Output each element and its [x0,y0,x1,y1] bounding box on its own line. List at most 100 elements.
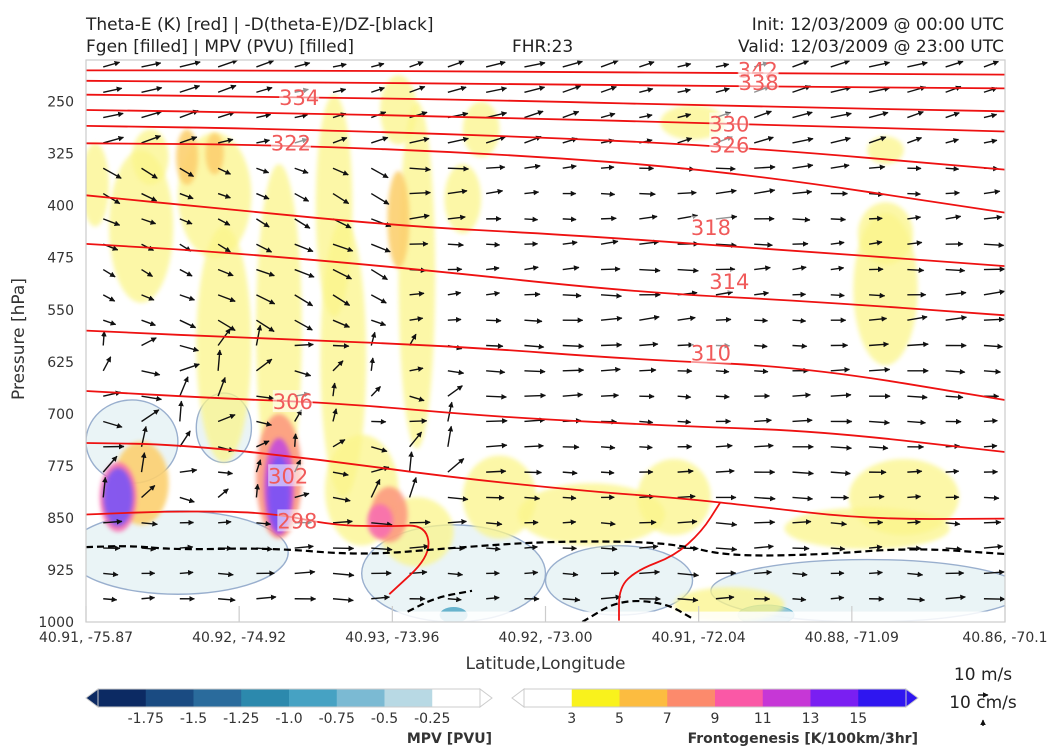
mpv-colorbar-end-cap [479,688,493,708]
wind-arrow [792,60,810,68]
fgen-blob [86,143,109,227]
wind-arrow [294,370,312,377]
wind-arrow [141,135,162,144]
wind-arrow [524,110,544,119]
wind-arrow [600,85,617,93]
wind-arrow [983,60,999,68]
fgen-colorbar-segment [619,689,668,707]
wind-arrow [447,571,464,578]
wind-arrow [141,546,157,552]
wind-arrow [217,319,236,332]
mpv-colorbar-tick: -1.0 [275,711,302,727]
x-tick-label: 40.92, -74.92 [192,630,286,646]
wind-arrow [332,597,354,603]
y-tick-label: 700 [47,407,74,423]
mpv-colorbar-segment [432,689,481,707]
wind-arrow [256,420,273,427]
wind-arrow [524,495,541,502]
wind-arrow [792,317,807,324]
wind-arrow [754,569,773,576]
wind-arrow [102,268,116,278]
wind-arrow [600,164,615,171]
wind-arrow [715,87,730,93]
wind-arrow [524,85,546,93]
wind-arrow [983,569,1005,576]
chart-title-line1: Theta-E (K) [red] | -D(theta-E)/DZ-[blac… [86,15,434,35]
fgen-colorbar-frame [523,688,907,708]
wind-arrow [447,425,454,447]
wind-arrow [639,60,655,68]
wind-arrow [715,521,738,528]
contour-label-bg [272,390,313,413]
wind-arrow [639,87,654,93]
fgen-blob [196,226,252,463]
wind-arrow [256,60,275,68]
wind-arrow [983,519,1002,526]
wind-arrow [715,316,732,323]
x-tick-label: 40.93, -73.96 [345,630,439,646]
wind-arrow [486,442,508,449]
wind-arrow [562,292,582,299]
wind-arrow [524,569,539,576]
wind-scale-key: 10 m/s 10 cm/s [949,665,1017,726]
wind-arrow [141,110,163,119]
fgen-blob [867,136,904,165]
mpv-region [86,510,289,595]
fgen-colorbar-end-cap [905,688,919,708]
colorbars: -1.75 -1.5 -1.25 -1.0 -0.75 -0.5 -0.25 MPV [PVU… [85,688,919,747]
theta-e-contour-label: 298 [277,509,317,533]
mpv-colorbar-segment [384,689,433,707]
fgen-colorbar-tick: 7 [663,711,672,727]
mpv-colorbar-segment [241,689,290,707]
wind-arrow [677,572,700,578]
fgen-colorbar-tick: 11 [754,711,772,727]
contour-label-bg [279,86,320,109]
wind-arrow [332,496,351,503]
wind-arrow [332,360,344,372]
wind-arrow [485,111,508,119]
wind-arrow [370,192,390,205]
wind-arrow [141,268,153,278]
wind-arrow [945,165,960,172]
wind-arrow [486,595,500,601]
wind-arrow [486,369,506,375]
wind-arrow [983,242,1005,248]
wind-arrow [907,494,922,500]
wind-arrow [600,594,622,601]
wind-arrow [217,167,232,175]
wind-arrow [753,136,774,144]
wind-arrow [869,292,886,299]
wind-arrow [332,167,349,176]
wind-arrow [486,317,502,324]
wind-arrow [868,316,888,322]
wind-arrow [524,392,546,399]
theta-e-contour-line [86,329,1005,401]
wind-arrow [370,478,381,498]
wind-arrow [332,319,350,328]
wind-arrow [141,61,162,68]
wind-arrow [600,342,623,348]
contour-label-bg [709,133,750,156]
wind-arrow [218,596,236,603]
wind-arrow [754,242,773,248]
wind-arrow [409,418,428,424]
wind-arrow [103,518,123,525]
fgen-colorbar-start-cap [511,688,525,708]
wind-arrow [792,265,807,271]
y-tick-label: 550 [47,303,74,319]
wind-arrow [103,319,117,326]
wind-arrow [524,368,546,375]
wind-arrow [715,546,738,553]
wind-arrow [371,218,392,228]
wind-arrow [255,358,273,372]
wind-arrow [907,394,928,400]
wind-arrow [562,596,581,603]
wind-arrow [983,316,1005,323]
wind-arrow [141,521,158,527]
wind-arrow [907,519,921,526]
wind-arrow [562,60,583,68]
wind-arrow [830,265,845,272]
wind-arrow [983,189,1001,195]
wind-arrow [486,265,500,272]
fgen-colorbar-segment [858,689,907,707]
